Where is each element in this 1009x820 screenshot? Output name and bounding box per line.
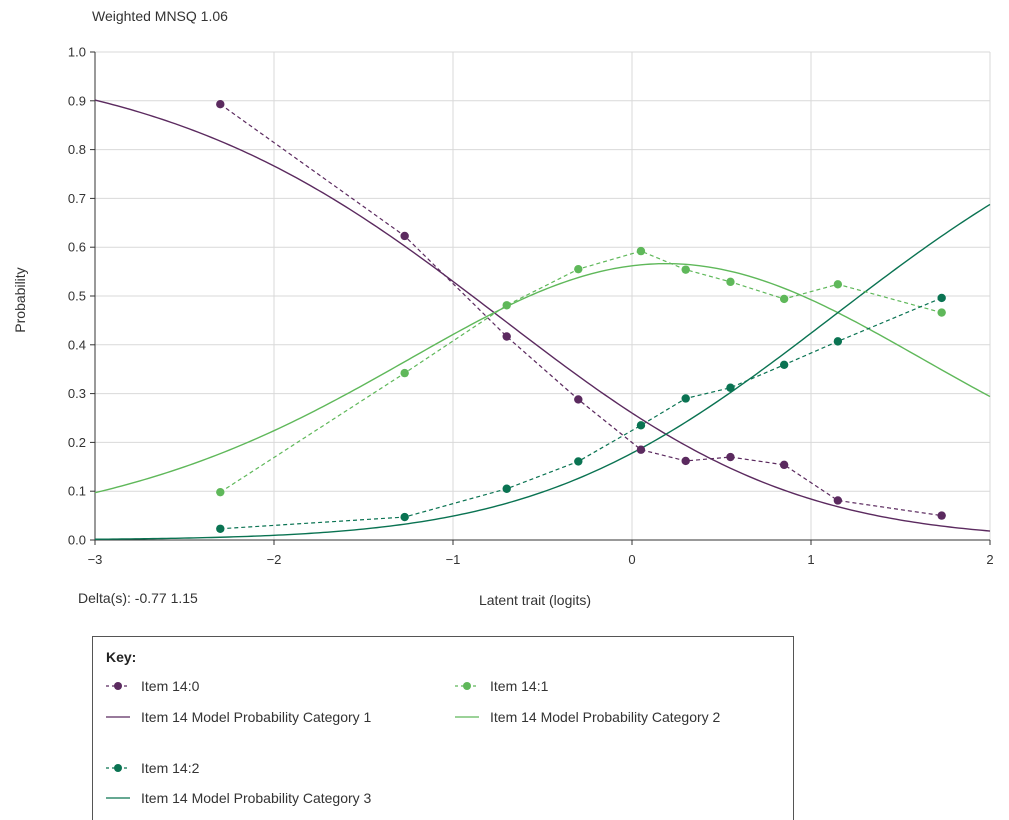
chart-title: Weighted MNSQ 1.06 <box>92 8 228 24</box>
model-curve-category-3 <box>94 203 991 540</box>
delta-values: Delta(s): -0.77 1.15 <box>78 590 198 606</box>
y-tick-label: 0.0 <box>68 533 86 548</box>
y-tick-label: 0.8 <box>68 142 86 157</box>
observed-point-2 <box>726 383 735 392</box>
dashed-marker-swatch <box>106 682 130 690</box>
y-tick-label: 0.9 <box>68 93 86 108</box>
chart-area: Weighted MNSQ 1.06 Probability 0.0 0.1 0.2… <box>12 8 994 608</box>
x-tick-label: −2 <box>267 552 282 567</box>
observed-point-1 <box>216 487 225 497</box>
observed-point-2 <box>502 484 511 493</box>
observed-point-1 <box>779 294 789 304</box>
observed-point-0 <box>502 332 511 341</box>
x-tick-label: 1 <box>807 552 814 567</box>
observed-point-0 <box>937 511 946 520</box>
x-axis-label: Latent trait (logits) <box>478 592 592 608</box>
model-curve-category-2 <box>94 262 991 494</box>
observed-point-2 <box>937 293 946 303</box>
x-tick-label: 2 <box>986 552 993 567</box>
key-item-model-cat2: Item 14 Model Probability Category 2 <box>454 707 720 727</box>
observed-point-2 <box>400 512 409 522</box>
x-tick-label: −1 <box>446 552 461 567</box>
y-tick-label: 0.1 <box>68 484 86 499</box>
y-tick-label: 0.7 <box>68 191 86 206</box>
observed-line-1 <box>219 250 942 493</box>
y-tick-label: 0.2 <box>68 435 86 450</box>
key-label: Item 14:2 <box>141 760 200 776</box>
observed-line-2 <box>220 297 942 530</box>
observed-point-2 <box>216 524 225 533</box>
key-item-model-cat1: Item 14 Model Probability Category 1 <box>105 707 371 727</box>
x-tick-label: −3 <box>88 552 103 567</box>
dashed-marker-swatch <box>106 764 130 772</box>
observed-point-1 <box>574 264 583 274</box>
dashed-marker-swatch <box>455 682 479 690</box>
observed-point-1 <box>681 265 690 274</box>
y-tick-label: 0.4 <box>68 337 86 352</box>
observed-point-1 <box>937 308 946 317</box>
observed-point-0 <box>216 100 225 109</box>
observed-point-0 <box>779 460 789 470</box>
observed-point-2 <box>779 360 789 370</box>
observed-point-0 <box>636 445 646 454</box>
key-label: Item 14 Model Probability Category 1 <box>141 709 372 725</box>
observed-point-2 <box>833 337 843 346</box>
key-label: Item 14:0 <box>141 678 200 694</box>
key-title: Key: <box>106 649 137 665</box>
y-tick-label: 0.3 <box>68 386 86 401</box>
y-tick-label: 1.0 <box>68 45 86 60</box>
observed-point-2 <box>574 457 583 466</box>
observed-point-1 <box>833 280 843 289</box>
key-item-observed-cat2: Item 14:2 <box>105 758 199 778</box>
probability-chart: 0.0 0.1 0.2 0.3 0.4 0.5 0.6 0.7 0.8 0.9 1.0 −3 −2 −1 0… <box>68 45 994 568</box>
key-item-observed-cat0: Item 14:0 <box>105 676 199 696</box>
key-label: Item 14 Model Probability Category 3 <box>141 790 372 806</box>
observed-point-0 <box>726 452 735 462</box>
observed-point-2 <box>636 421 646 430</box>
x-tick-label: 0 <box>628 552 635 567</box>
observed-point-0 <box>400 231 409 241</box>
key-item-model-cat3: Item 14 Model Probability Category 3 <box>105 788 371 808</box>
observed-line-0 <box>219 103 942 517</box>
observed-point-0 <box>833 496 843 505</box>
observed-point-1 <box>502 301 511 310</box>
y-tick-label: 0.6 <box>68 240 86 255</box>
solid-line-swatch <box>455 716 479 718</box>
solid-line-swatch <box>106 797 130 799</box>
observed-point-0 <box>574 395 583 404</box>
key-item-observed-cat1: Item 14:1 <box>454 676 548 696</box>
key-label: Item 14:1 <box>490 678 549 694</box>
observed-point-1 <box>400 368 409 378</box>
y-tick-label: 0.5 <box>68 289 86 304</box>
model-curve-category-1 <box>94 99 991 532</box>
observed-point-2 <box>681 394 690 403</box>
chart-key: Key: Item 14:0 Item 14:1 Item 14 Model P… <box>92 636 794 820</box>
observed-point-1 <box>636 246 646 256</box>
solid-line-swatch <box>106 716 130 718</box>
observed-point-1 <box>726 277 735 287</box>
observed-point-0 <box>681 456 690 466</box>
key-label: Item 14 Model Probability Category 2 <box>490 709 721 725</box>
